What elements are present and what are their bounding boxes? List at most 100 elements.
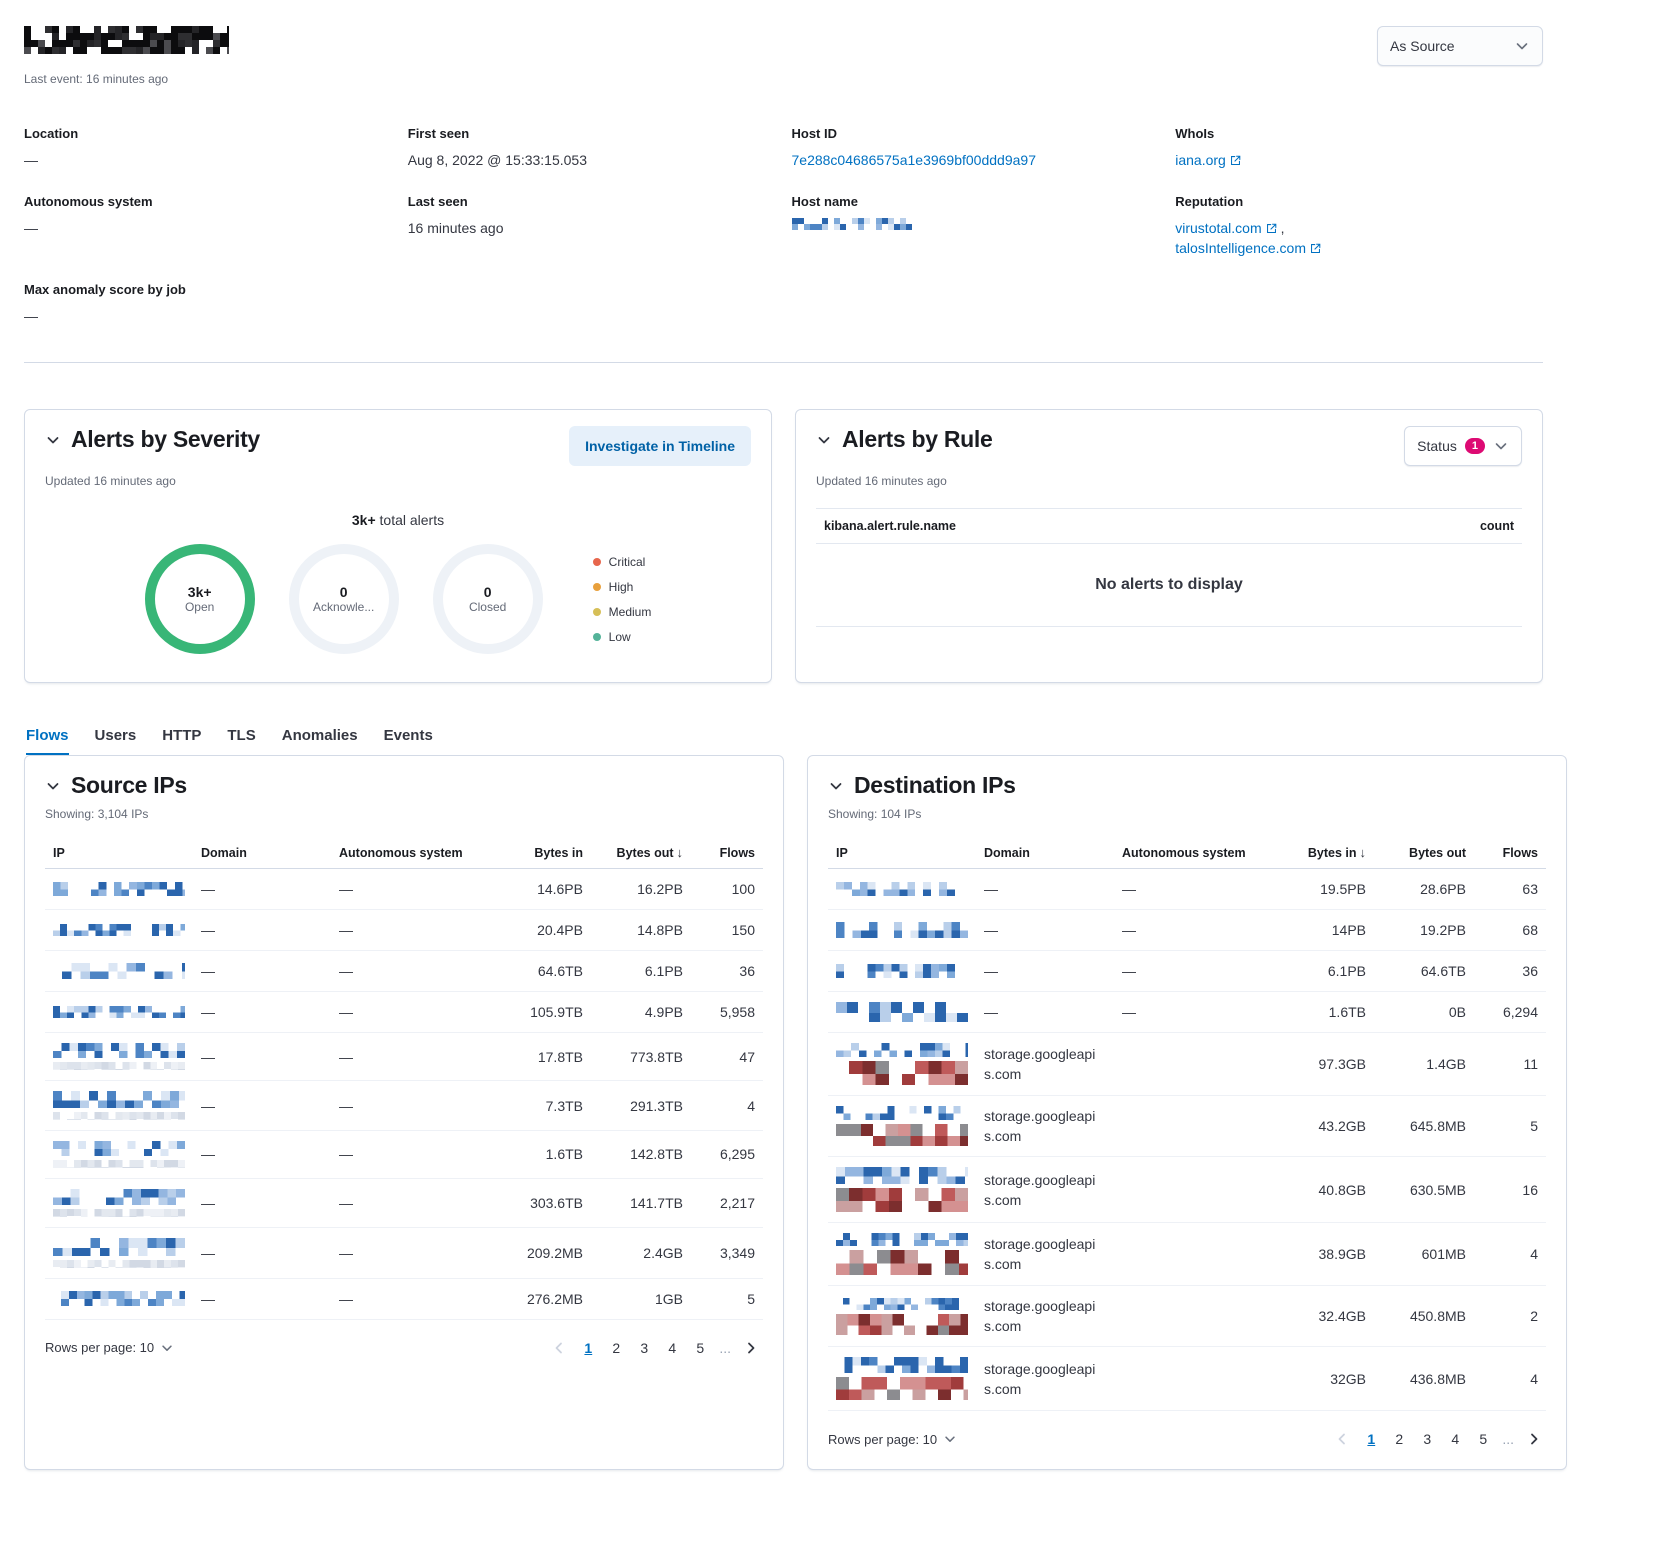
column-header-as[interactable]: Autonomous system — [331, 837, 499, 869]
legend-dot-icon — [592, 632, 601, 641]
field-label: Max anomaly score by job — [24, 282, 186, 297]
ip-link-redacted[interactable] — [53, 1140, 185, 1169]
prev-page-button[interactable] — [547, 1336, 571, 1360]
column-header-ip[interactable]: IP — [45, 837, 193, 869]
ip-link-redacted[interactable] — [836, 961, 968, 981]
cell-bytes-in: 276.2MB — [499, 1278, 591, 1320]
ip-link-redacted[interactable] — [836, 920, 968, 940]
rows-per-page-button[interactable]: Rows per page: 10 — [828, 1432, 957, 1447]
legend-medium: Medium — [592, 605, 651, 619]
status-count-badge: 1 — [1464, 438, 1485, 454]
ip-link-redacted[interactable] — [836, 1233, 968, 1276]
cell-domain: storage.googleapis.com — [976, 1032, 1114, 1097]
donut-closed: 0 Closed — [432, 544, 543, 654]
cell-ip — [828, 1346, 976, 1411]
donut-open: 3k+ Open — [144, 544, 255, 654]
alerts-by-rule-collapse[interactable]: Alerts by Rule — [816, 426, 993, 453]
cell-as: — — [331, 950, 499, 992]
pagination-ellipsis: ... — [719, 1339, 731, 1356]
cell-bytes-out: 630.5MB — [1374, 1156, 1474, 1224]
cell-ip — [828, 909, 976, 951]
cell-bytes-in: 43.2GB — [1282, 1095, 1374, 1158]
ip-link-redacted[interactable] — [836, 1002, 968, 1023]
column-header-bytes-out[interactable]: Bytes out ↓ — [591, 837, 691, 869]
page-button-5[interactable]: 5 — [696, 1339, 705, 1356]
page-button-1[interactable]: 1 — [1367, 1431, 1376, 1447]
donut-label: Acknowle... — [312, 600, 375, 614]
cell-flows: 6,294 — [1474, 991, 1546, 1034]
investigate-timeline-button[interactable]: Investigate in Timeline — [569, 426, 751, 466]
ip-link-redacted[interactable] — [53, 1238, 185, 1268]
tab-tls[interactable]: TLS — [227, 727, 256, 744]
ip-link-redacted[interactable] — [836, 879, 968, 899]
no-alerts-message: No alerts to display — [816, 544, 1522, 627]
ip-link-redacted[interactable] — [836, 1167, 968, 1213]
legend-label: Critical — [608, 554, 646, 569]
cell-bytes-in: 19.5PB — [1282, 868, 1374, 910]
legend-dot-icon — [592, 607, 601, 616]
page-button-2[interactable]: 2 — [1395, 1431, 1404, 1447]
ip-link-redacted[interactable] — [836, 1297, 968, 1336]
ip-link-redacted[interactable] — [53, 879, 185, 899]
tab-events[interactable]: Events — [383, 727, 433, 744]
ip-link-redacted[interactable] — [53, 961, 185, 981]
page-button-3[interactable]: 3 — [1423, 1431, 1432, 1447]
ip-link-redacted[interactable] — [836, 1043, 968, 1086]
field-value: — — [24, 152, 38, 168]
page-button-4[interactable]: 4 — [1451, 1431, 1460, 1447]
column-header-bytes-out[interactable]: Bytes out — [1374, 837, 1474, 869]
legend-critical: Critical — [592, 554, 652, 569]
whois-link[interactable]: iana.org — [1175, 152, 1241, 168]
table-row: — —64.6TB 6.1PB 36 — [45, 950, 763, 992]
as-source-select[interactable]: As Source — [1377, 26, 1543, 66]
ip-link-redacted[interactable] — [53, 1189, 185, 1218]
ip-link-redacted[interactable] — [836, 1106, 968, 1147]
source-ips-collapse[interactable]: Source IPs — [45, 772, 187, 799]
cell-bytes-in: 6.1PB — [1282, 950, 1374, 992]
column-header-ip[interactable]: IP — [828, 837, 976, 869]
column-header-flows[interactable]: Flows — [691, 837, 763, 869]
ip-link-redacted[interactable] — [53, 1289, 185, 1309]
next-page-button[interactable] — [739, 1336, 763, 1360]
ip-link-redacted[interactable] — [836, 1357, 968, 1400]
page-button-3[interactable]: 3 — [640, 1339, 649, 1356]
column-header-domain[interactable]: Domain — [193, 837, 331, 869]
cell-bytes-in: 105.9TB — [499, 991, 591, 1033]
reputation-link-talos[interactable]: talosIntelligence.com — [1175, 240, 1321, 256]
tab-users[interactable]: Users — [94, 727, 137, 744]
redacted-pixel-block — [836, 881, 968, 897]
ip-link-redacted[interactable] — [53, 1002, 185, 1022]
column-header-domain[interactable]: Domain — [976, 837, 1114, 869]
external-link-icon — [1311, 243, 1321, 253]
field-label: Host ID — [791, 126, 838, 141]
status-filter-select[interactable]: Status 1 — [1404, 426, 1522, 466]
column-header-bytes-in[interactable]: Bytes in ↓ — [1282, 837, 1374, 869]
ip-link-redacted[interactable] — [53, 1043, 185, 1071]
cell-bytes-in: 17.8TB — [499, 1032, 591, 1082]
tab-anomalies[interactable]: Anomalies — [281, 727, 358, 744]
overview-field-location: Location — — [24, 126, 392, 170]
tab-http[interactable]: HTTP — [162, 727, 202, 744]
host-name-redacted[interactable] — [791, 218, 1160, 230]
cell-as: — — [331, 909, 499, 951]
column-header-as[interactable]: Autonomous system — [1114, 837, 1282, 869]
donut-label: Closed — [468, 600, 507, 614]
cell-as — [1114, 1285, 1282, 1348]
page-button-1[interactable]: 1 — [584, 1339, 593, 1356]
page-button-2[interactable]: 2 — [612, 1339, 621, 1356]
host-id-link[interactable]: 7e288c04686575a1e3969bf00ddd9a97 — [791, 152, 1036, 168]
tab-flows[interactable]: Flows — [26, 727, 69, 755]
ip-link-redacted[interactable] — [53, 920, 185, 940]
page-button-4[interactable]: 4 — [668, 1339, 677, 1356]
column-header-bytes-in[interactable]: Bytes in — [499, 837, 591, 869]
cell-ip — [828, 950, 976, 992]
rows-per-page-button[interactable]: Rows per page: 10 — [45, 1340, 174, 1355]
prev-page-button[interactable] — [1330, 1427, 1354, 1451]
next-page-button[interactable] — [1522, 1427, 1546, 1451]
alerts-by-severity-collapse[interactable]: Alerts by Severity — [45, 426, 260, 453]
column-header-flows[interactable]: Flows — [1474, 837, 1546, 869]
ip-link-redacted[interactable] — [53, 1091, 185, 1120]
page-button-5[interactable]: 5 — [1479, 1431, 1488, 1447]
destination-ips-collapse[interactable]: Destination IPs — [828, 772, 1016, 799]
reputation-link-virustotal[interactable]: virustotal.com — [1175, 220, 1276, 236]
